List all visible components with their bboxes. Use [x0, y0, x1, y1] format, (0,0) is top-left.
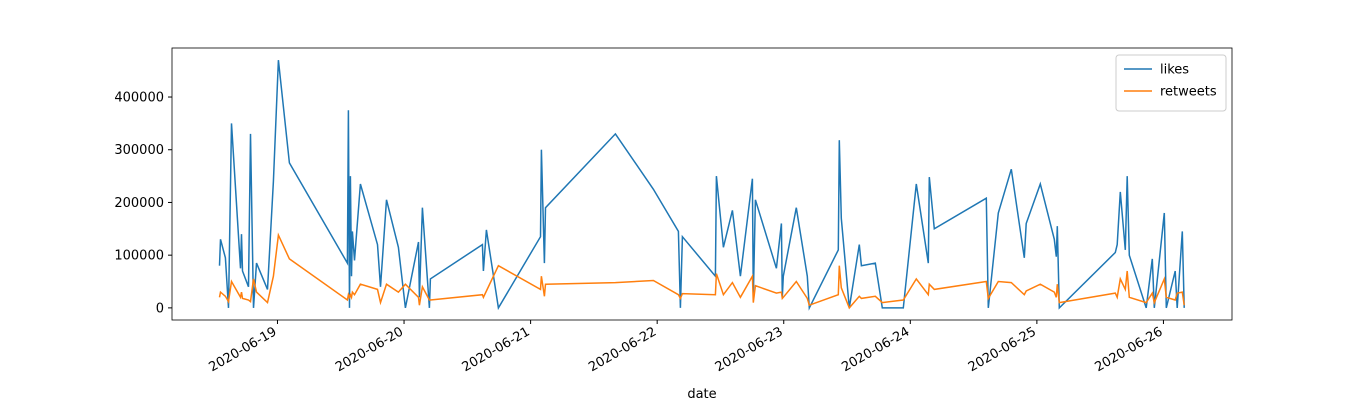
- y-tick-label: 300000: [114, 143, 164, 158]
- y-tick-label: 400000: [114, 91, 164, 106]
- x-tick-label: 2020-06-25: [966, 324, 1039, 375]
- x-tick-label: 2020-06-21: [460, 324, 533, 375]
- x-tick-label: 2020-06-24: [839, 324, 912, 375]
- x-axis-label: date: [687, 387, 716, 400]
- legend-label: likes: [1160, 63, 1189, 78]
- legend-label: retweets: [1160, 85, 1217, 100]
- line: [218, 60, 1185, 311]
- y-tick-label: 0: [156, 301, 164, 316]
- x-tick-label: 2020-06-26: [1093, 324, 1166, 375]
- x-tick-label: 2020-06-23: [713, 324, 786, 375]
- x-tick-label: 2020-06-22: [586, 324, 659, 375]
- x-tick-label: 2020-06-20: [333, 324, 406, 375]
- x-tick-label: 2020-06-19: [207, 324, 280, 375]
- line: [218, 232, 1185, 310]
- y-tick-label: 100000: [114, 249, 164, 264]
- y-tick-label: 200000: [114, 196, 164, 211]
- plot-frame: [171, 47, 1233, 321]
